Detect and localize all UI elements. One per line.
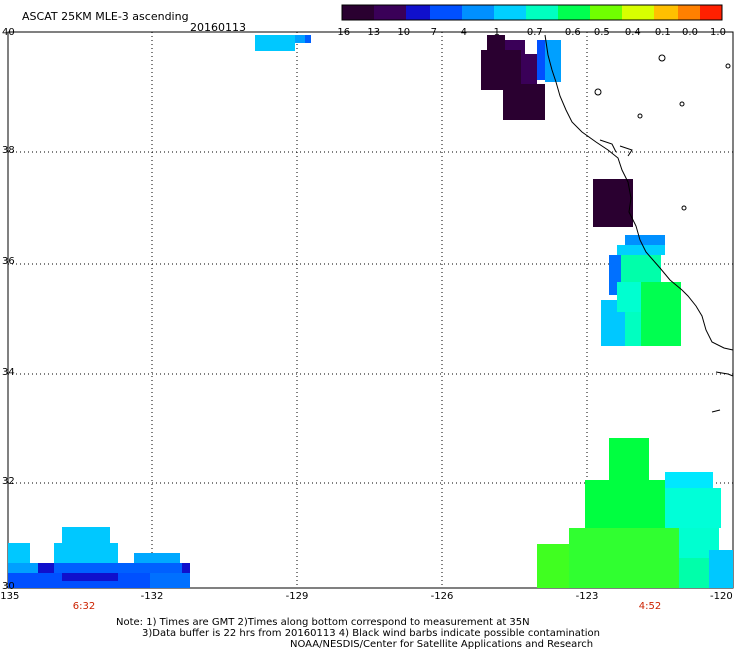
colorbar-label: 1.0 xyxy=(710,27,726,38)
colorbar-seg-3 xyxy=(406,5,430,20)
swath-north-cape xyxy=(481,35,561,120)
lon-label-123: -123 xyxy=(575,591,599,602)
island-sc xyxy=(711,409,721,413)
swath-central-coast xyxy=(601,235,681,346)
note-line-1: Note: 1) Times are GMT 2)Times along bot… xyxy=(116,617,530,628)
colorbar-seg-6 xyxy=(494,5,526,20)
colorbar-label: -0.4 xyxy=(621,27,641,38)
colorbar-seg-13 xyxy=(700,5,722,20)
colorbar-label: 0.0 xyxy=(682,27,698,38)
lon-label-129: -129 xyxy=(285,591,309,602)
island-sb xyxy=(715,371,734,377)
lat-label-36: 36 xyxy=(2,256,15,267)
colorbar-label: -16 xyxy=(333,27,351,38)
coast-detail xyxy=(599,139,617,153)
colorbar-label: -4 xyxy=(457,27,467,38)
map-title: ASCAT 25KM MLE-3 ascending xyxy=(22,10,189,23)
lon-label-132: -132 xyxy=(140,591,164,602)
colorbar-seg-11 xyxy=(654,5,678,20)
colorbar-seg-5 xyxy=(462,5,494,20)
swath-top-small xyxy=(255,35,311,51)
colorbar-label: -0.6 xyxy=(561,27,581,38)
swath-southeast xyxy=(537,438,733,588)
colorbar-label: -13 xyxy=(363,27,381,38)
lat-label-30: 30 xyxy=(2,581,15,592)
lat-label-32: 32 xyxy=(2,476,15,487)
colorbar-frame xyxy=(341,4,723,21)
colorbar-seg-2 xyxy=(374,5,406,20)
coast-detail-2 xyxy=(619,145,633,157)
plot-frame xyxy=(7,31,734,589)
coastline xyxy=(544,34,734,413)
lon-label-135: -135 xyxy=(0,591,20,602)
swath-southwest xyxy=(8,527,190,588)
colorbar-seg-9 xyxy=(590,5,622,20)
colorbar xyxy=(341,4,723,21)
lat-label-34: 34 xyxy=(2,367,15,378)
note-line-3: NOAA/NESDIS/Center for Satellite Applica… xyxy=(290,639,594,650)
colorbar-label: -1 xyxy=(490,27,500,38)
note-line-2: 3)Data buffer is 22 hrs from 20160113 4)… xyxy=(142,628,600,639)
lon-label-126: -126 xyxy=(430,591,454,602)
colorbar-seg-4 xyxy=(430,5,462,20)
pass-time-west: 6:32 xyxy=(72,601,96,612)
colorbar-label: -7 xyxy=(427,27,437,38)
colorbar-seg-12 xyxy=(678,5,700,20)
lon-label-120: -120 xyxy=(710,591,733,602)
colorbar-label: -0.5 xyxy=(590,27,610,38)
colorbar-label: -0.7 xyxy=(523,27,543,38)
lat-label-40: 40 xyxy=(2,27,15,38)
swath-sf-dark xyxy=(593,179,633,227)
colorbar-seg-10 xyxy=(622,5,654,20)
colorbar-seg-7 xyxy=(526,5,558,20)
lat-label-38: 38 xyxy=(2,145,15,156)
colorbar-seg-8 xyxy=(558,5,590,20)
map-date: 20160113 xyxy=(190,21,246,34)
colorbar-seg-1 xyxy=(342,5,374,20)
colorbar-label: -0.1 xyxy=(651,27,671,38)
colorbar-label: -10 xyxy=(393,27,411,38)
pass-time-east: 4:52 xyxy=(638,601,662,612)
